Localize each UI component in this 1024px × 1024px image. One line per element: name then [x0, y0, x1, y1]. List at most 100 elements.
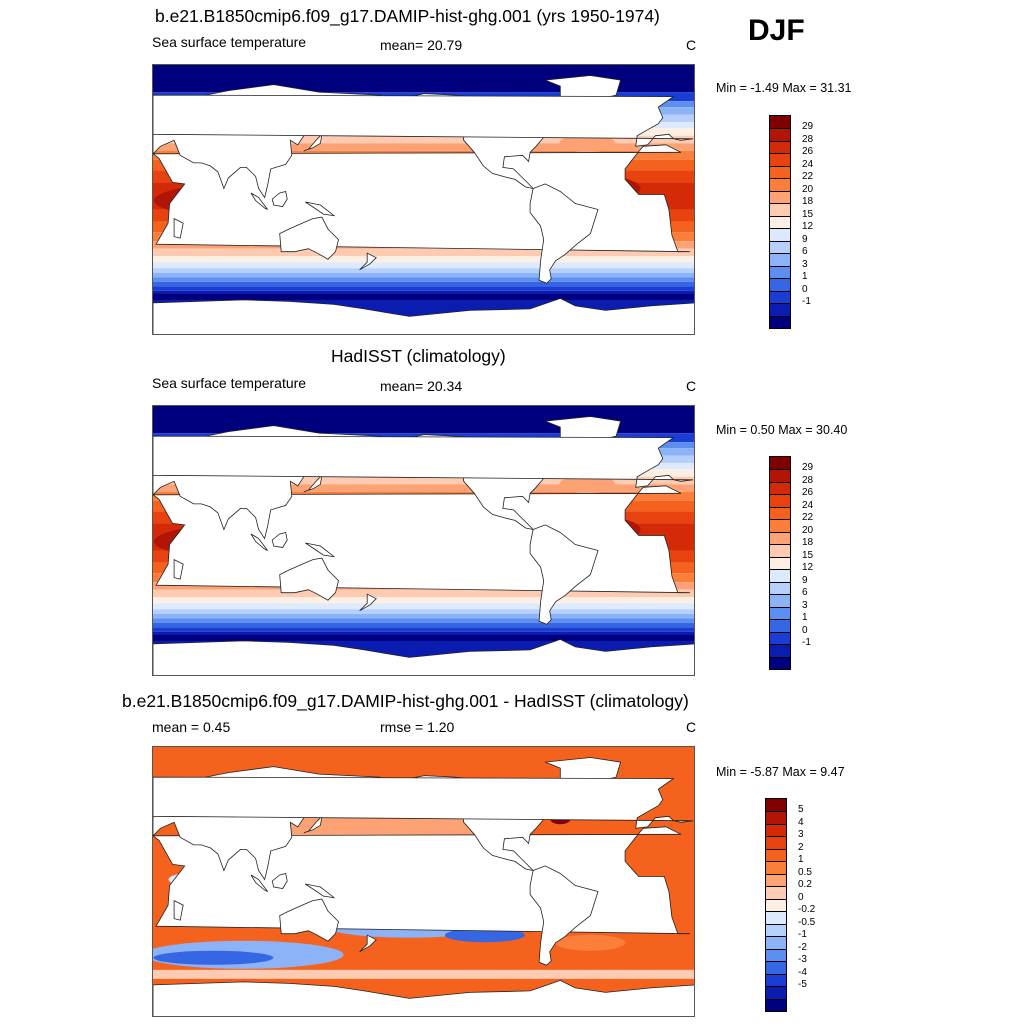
colorbar-swatch [766, 911, 786, 925]
colorbar-swatch [766, 948, 786, 963]
panel-3-rmse-label: rmse = 1.20 [380, 719, 455, 735]
colorbar-swatch [766, 986, 786, 1000]
colorbar-swatch [770, 190, 790, 205]
panel-1-map [152, 64, 695, 335]
colorbar-tick-label: 12 [802, 221, 814, 233]
colorbar-tick-label: 3 [802, 599, 808, 611]
colorbar-tick-label: 20 [802, 524, 814, 536]
colorbar-tick-label: 0 [802, 624, 808, 636]
land-antarctica [153, 979, 694, 1016]
colorbar-tick-label: 18 [802, 537, 814, 549]
colorbar-swatch [770, 556, 790, 571]
colorbar-tick-label: 18 [802, 196, 814, 208]
colorbar-tick-label: 0.5 [798, 866, 812, 878]
land-sumatra [250, 874, 268, 892]
colorbar-tick-label: -2 [798, 941, 807, 953]
colorbar-tick-label: 24 [802, 158, 814, 170]
colorbar-tick-label: 9 [802, 233, 808, 245]
land-madagascar [173, 217, 184, 239]
colorbar-tick-label: -3 [798, 954, 807, 966]
colorbar-swatch [770, 519, 790, 533]
colorbar-swatch [770, 594, 790, 608]
colorbar-tick-label: 5 [798, 804, 804, 816]
colorbar-tick-label: 22 [802, 512, 814, 524]
land-borneo [271, 191, 288, 207]
colorbar-tick-label: -1 [802, 637, 811, 649]
colorbar-swatch [770, 203, 790, 217]
panel-3-colorbar [765, 798, 787, 1012]
panel-2-title: HadISST (climatology) [331, 346, 506, 366]
land-samerica [529, 183, 599, 284]
colorbar-tick-label: 4 [798, 816, 804, 828]
land-europe [153, 435, 694, 488]
panel-1-colorbar [769, 115, 791, 329]
colorbar-swatch [770, 315, 790, 328]
colorbar-tick-label: -5 [798, 979, 807, 991]
land-newguinea [305, 883, 336, 899]
colorbar-tick-label: 20 [802, 183, 814, 195]
panel-2-minmax: Min = 0.50 Max = 30.40 [716, 423, 848, 437]
colorbar-tick-label: 2 [798, 841, 804, 853]
colorbar-swatch [770, 606, 790, 621]
colorbar-swatch [770, 656, 790, 669]
panel-3-title: b.e21.B1850cmip6.f09_g17.DAMIP-hist-ghg.… [122, 691, 689, 711]
colorbar-swatch [766, 886, 786, 900]
land-nz [359, 934, 377, 953]
colorbar-swatch [766, 998, 786, 1011]
colorbar-swatch [766, 973, 786, 988]
land-antarctica [153, 638, 694, 675]
colorbar-swatch [766, 923, 786, 938]
land-australia [279, 557, 339, 601]
colorbar-swatch [770, 215, 790, 230]
colorbar-tick-label: 0 [798, 891, 804, 903]
colorbar-swatch [770, 303, 790, 317]
panel-2-colorbar [769, 456, 791, 670]
colorbar-tick-label: 26 [802, 487, 814, 499]
panel-2-mean-label: mean= 20.34 [380, 378, 463, 394]
colorbar-tick-label: 28 [802, 474, 814, 486]
land-madagascar [173, 558, 184, 580]
colorbar-swatch [770, 153, 790, 167]
land-australia [279, 216, 339, 260]
colorbar-tick-label: 6 [802, 587, 808, 599]
colorbar-swatch [770, 265, 790, 280]
colorbar-swatch [766, 861, 786, 875]
land-samerica [529, 865, 599, 966]
panel-3-map [152, 746, 695, 1017]
colorbar-swatch [770, 278, 790, 292]
land-newguinea [305, 542, 336, 558]
land-sumatra [250, 192, 268, 210]
colorbar-tick-label: 22 [802, 171, 814, 183]
colorbar-tick-label: -4 [798, 966, 807, 978]
panel-1-variable-label: Sea surface temperature [152, 34, 307, 50]
colorbar-swatch [770, 140, 790, 155]
colorbar-tick-label: 28 [802, 133, 814, 145]
panel-2-units: C [686, 378, 697, 394]
colorbar-swatch [770, 644, 790, 658]
colorbar-tick-label: -1 [802, 296, 811, 308]
colorbar-tick-label: 15 [802, 549, 814, 561]
colorbar-tick-label: 0.2 [798, 879, 812, 891]
colorbar-swatch [770, 457, 790, 471]
colorbar-swatch [770, 569, 790, 583]
colorbar-tick-label: 1 [802, 612, 808, 624]
colorbar-tick-label: 3 [802, 258, 808, 270]
panel-1-mean-label: mean= 20.79 [380, 37, 463, 53]
colorbar-swatch [766, 936, 786, 950]
panel-2-map [152, 405, 695, 676]
colorbar-swatch [770, 531, 790, 546]
colorbar-swatch [770, 481, 790, 496]
colorbar-swatch [770, 581, 790, 596]
colorbar-swatch [770, 631, 790, 646]
colorbar-swatch [766, 961, 786, 975]
colorbar-swatch [770, 506, 790, 521]
colorbar-swatch [770, 469, 790, 483]
land-borneo [271, 532, 288, 548]
panel-3-minmax: Min = -5.87 Max = 9.47 [716, 765, 845, 779]
colorbar-tick-label: 6 [802, 246, 808, 258]
land-nz [359, 593, 377, 612]
season-label: DJF [748, 14, 805, 47]
land-australia [279, 898, 339, 942]
colorbar-tick-label: 0 [802, 283, 808, 295]
colorbar-swatch [766, 848, 786, 863]
